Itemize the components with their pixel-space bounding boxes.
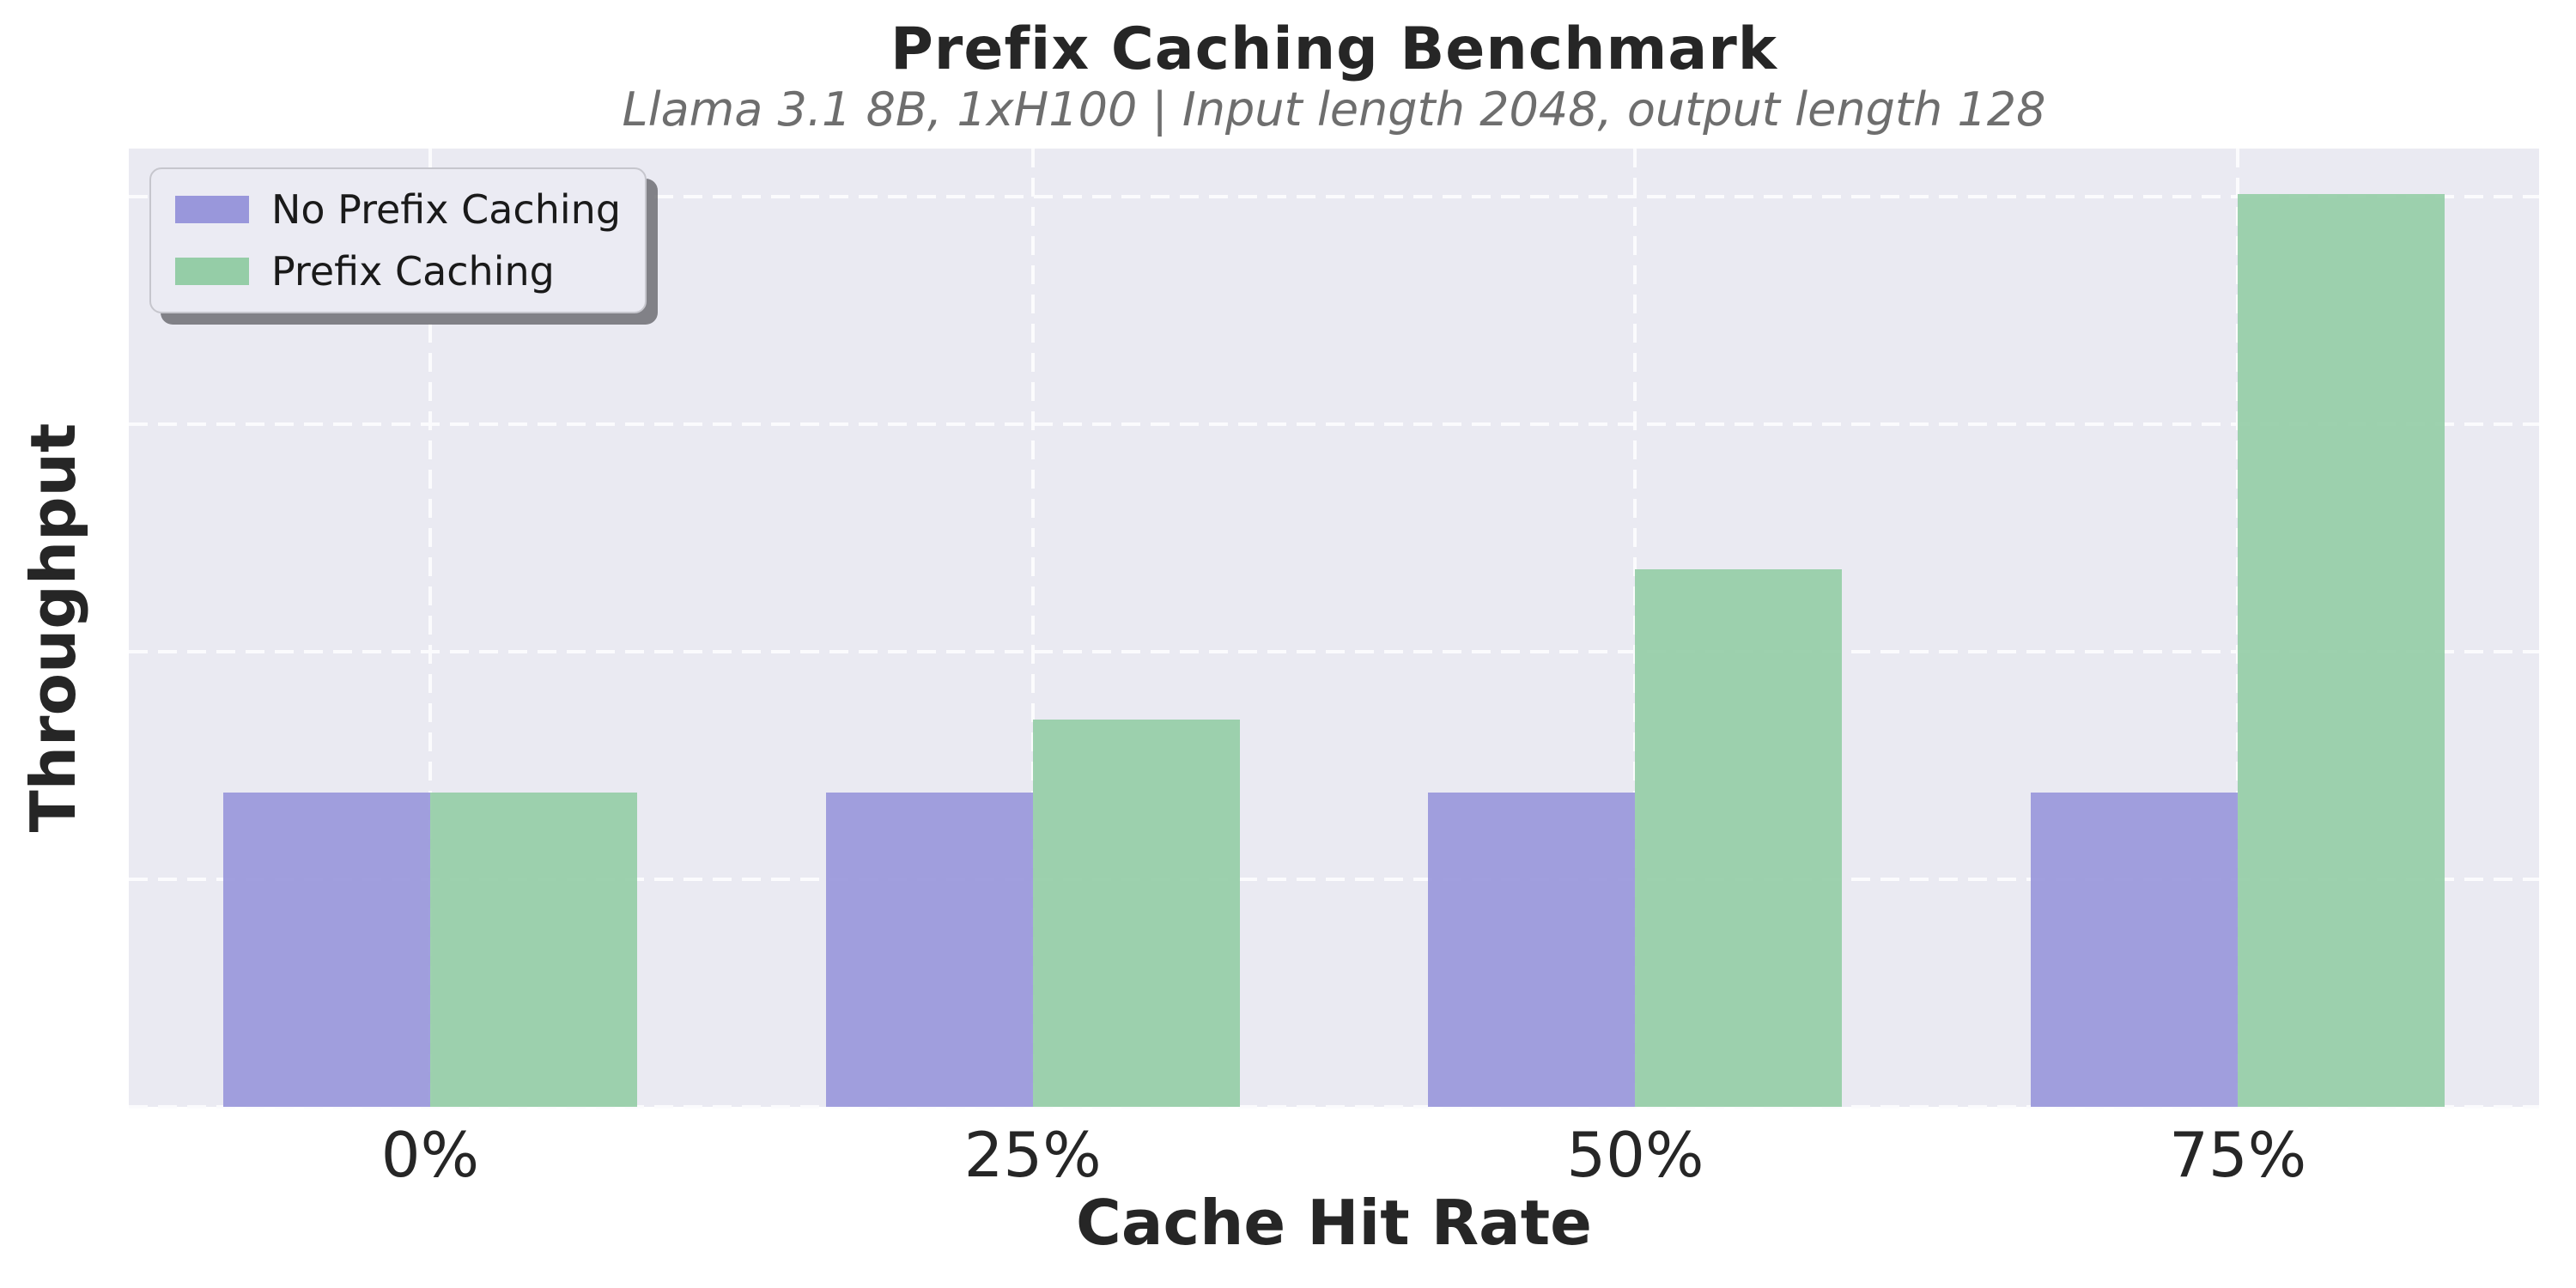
horizontal-gridline bbox=[129, 194, 2539, 198]
legend: No Prefix Caching Prefix Caching bbox=[149, 167, 647, 313]
y-axis-label: Throughput bbox=[17, 422, 89, 833]
chart-title: Prefix Caching Benchmark bbox=[890, 15, 1778, 83]
bar bbox=[825, 793, 1033, 1107]
bar bbox=[1635, 569, 1843, 1107]
vertical-gridline bbox=[1030, 149, 1035, 1107]
legend-swatch-icon bbox=[175, 196, 249, 223]
vertical-gridline bbox=[428, 149, 432, 1107]
bar bbox=[1428, 793, 1636, 1107]
legend-label: Prefix Caching bbox=[271, 248, 555, 295]
horizontal-gridline bbox=[129, 649, 2539, 653]
horizontal-gridline bbox=[129, 1105, 2539, 1109]
legend-label: No Prefix Caching bbox=[271, 186, 622, 233]
bar bbox=[1032, 720, 1240, 1107]
x-tick-label: 50% bbox=[1566, 1119, 1704, 1191]
x-axis-label: Cache Hit Rate bbox=[1076, 1187, 1592, 1259]
legend-item: No Prefix Caching bbox=[175, 186, 621, 233]
legend-swatch-icon bbox=[175, 258, 249, 285]
bar bbox=[2031, 793, 2239, 1107]
bar bbox=[2238, 194, 2445, 1107]
horizontal-gridline bbox=[129, 877, 2539, 881]
x-tick-label: 75% bbox=[2169, 1119, 2307, 1191]
x-tick-label: 25% bbox=[963, 1119, 1102, 1191]
horizontal-gridline bbox=[129, 422, 2539, 426]
legend-item: Prefix Caching bbox=[175, 248, 621, 295]
bar bbox=[429, 793, 637, 1107]
x-tick-label: 0% bbox=[380, 1119, 479, 1191]
chart-subtitle: Llama 3.1 8B, 1xH100 | Input length 2048… bbox=[622, 82, 2046, 137]
bar bbox=[222, 793, 430, 1107]
plot-area: 0% 25% 50% 75% No Prefix Caching Prefix Cach… bbox=[129, 149, 2539, 1191]
